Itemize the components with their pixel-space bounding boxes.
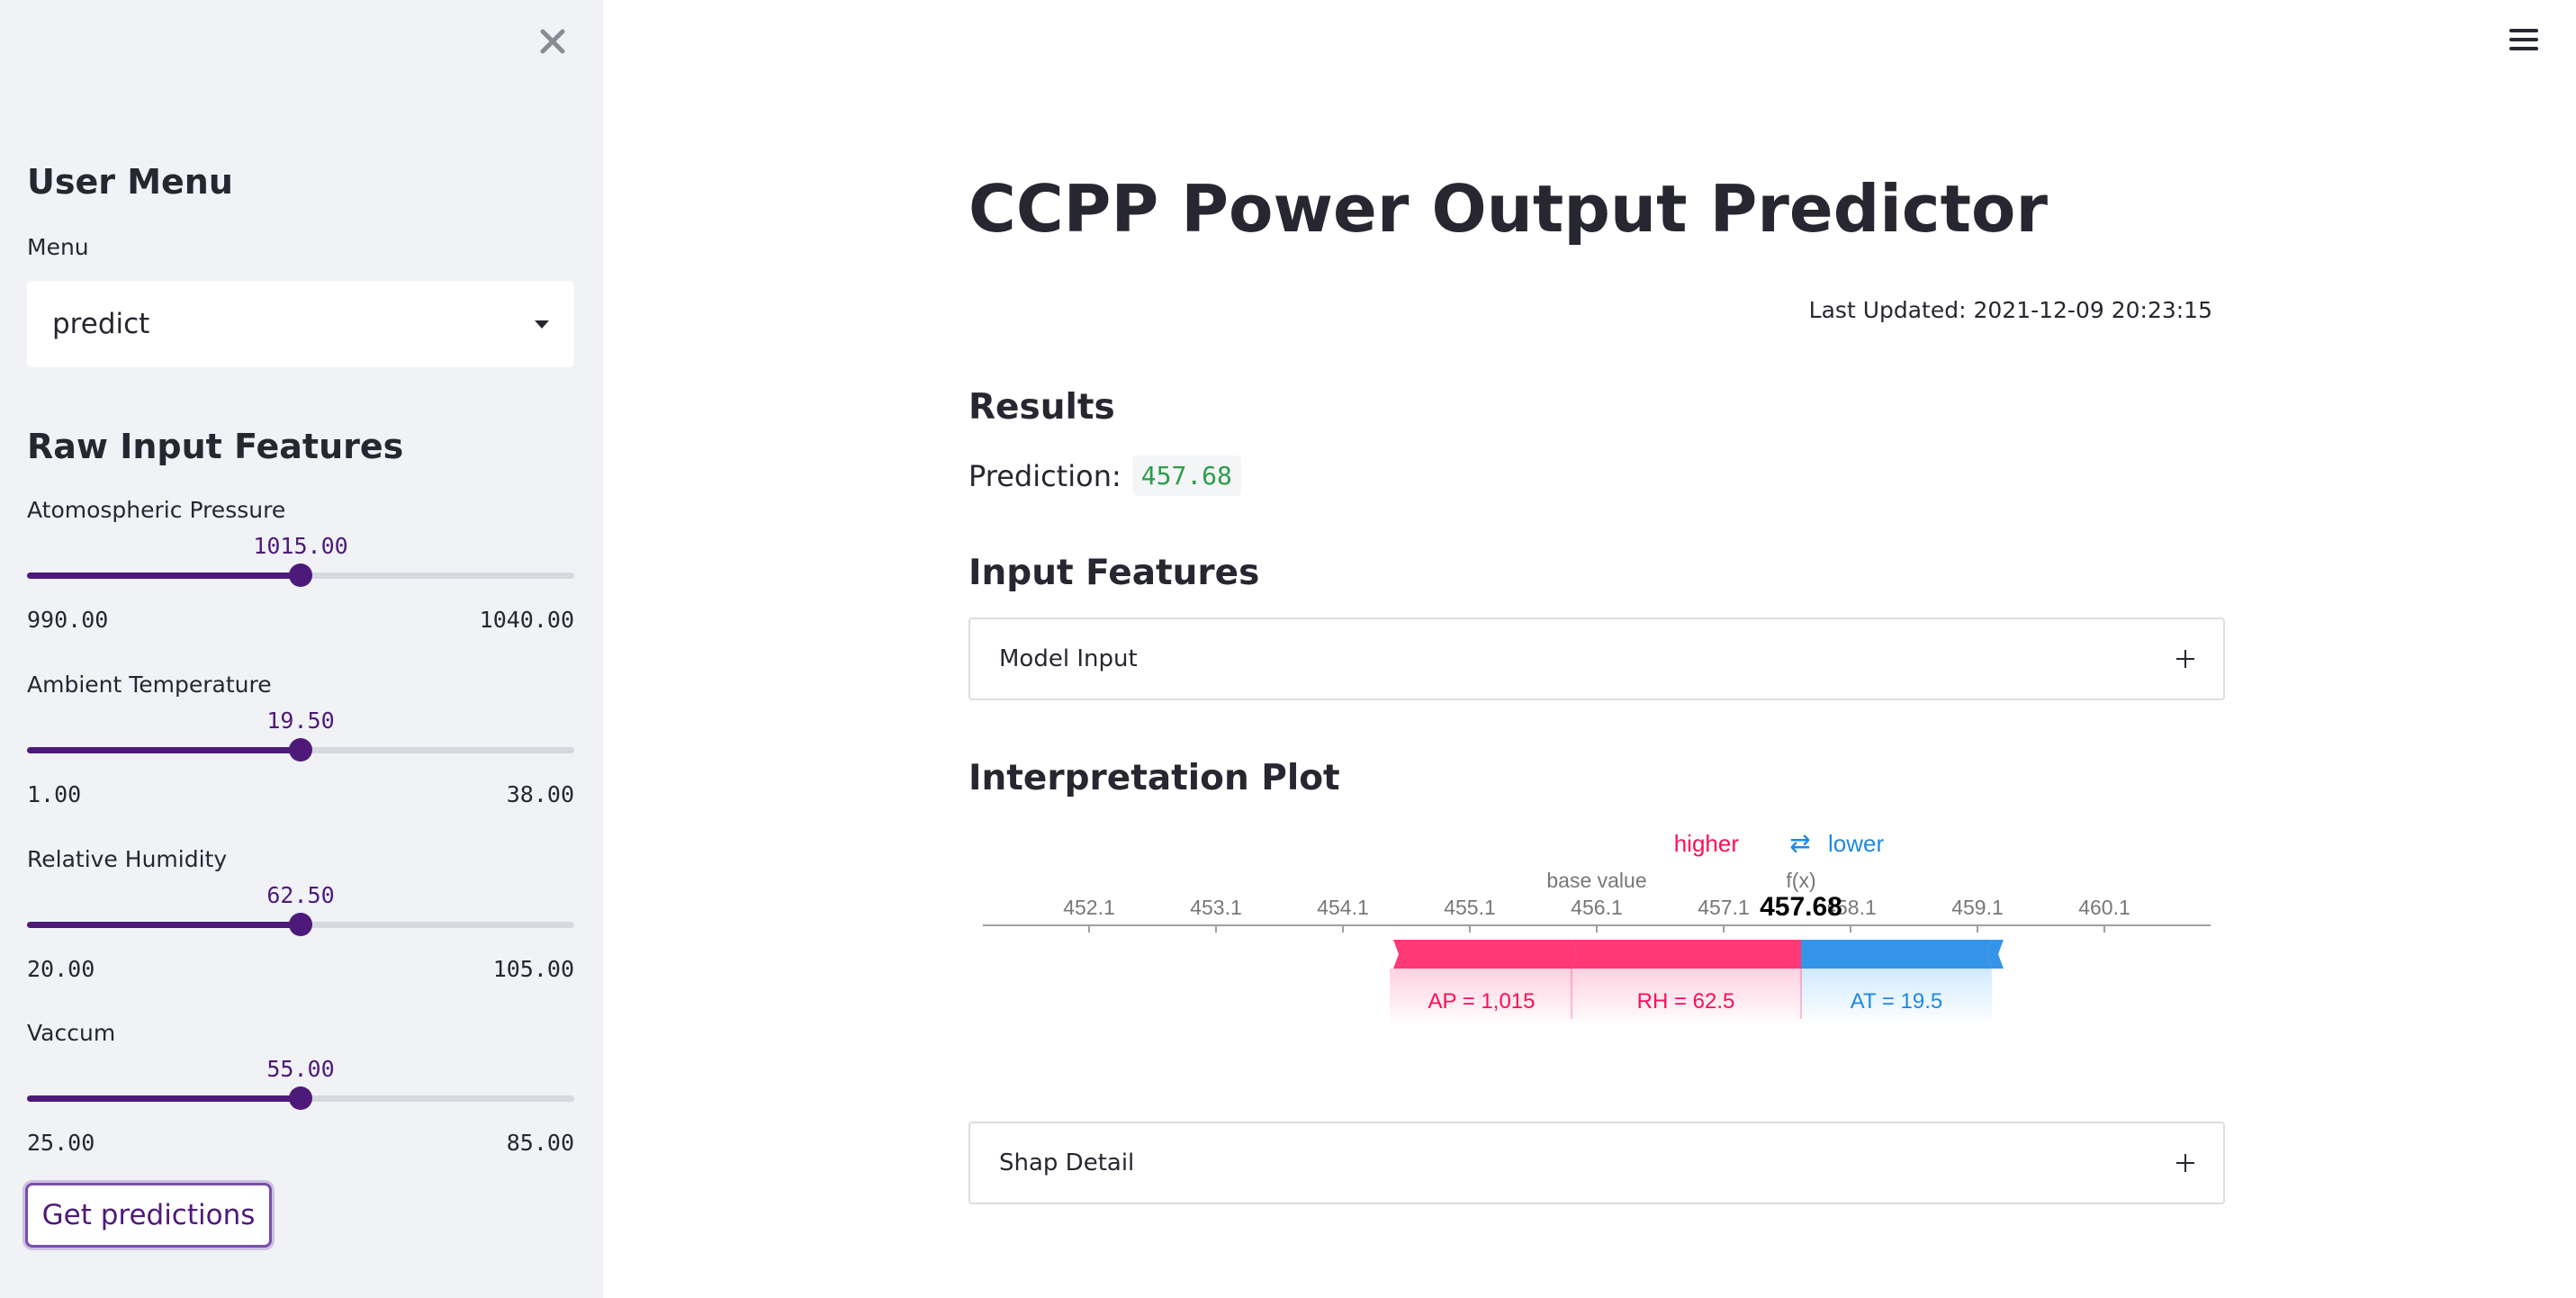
prediction-value: 457.68 (1131, 455, 1241, 496)
slider-value: 1015.00 (253, 533, 348, 559)
tick-label: 452.1 (1063, 896, 1115, 919)
sidebar: User Menu Menu predict Raw Input Feature… (0, 0, 603, 1298)
slider-thumb[interactable] (289, 1086, 312, 1110)
prediction-label: Prediction: (968, 458, 1121, 493)
sidebar-title: User Menu (27, 162, 233, 202)
last-updated: Last Updated: 2021-12-09 20:23:15 (1808, 297, 2212, 323)
slider-label: Vaccum (27, 1020, 116, 1046)
menu-label: Menu (27, 234, 89, 260)
slider-min: 990.00 (27, 607, 109, 633)
shap-bar-at (1801, 940, 1992, 969)
slider-fill (27, 922, 301, 928)
get-predictions-button[interactable]: Get predictions (25, 1183, 272, 1248)
swap-arrows-icon: ⇄ (1789, 829, 1810, 857)
slider-relative-humidity: Relative Humidity 62.50 20.00 105.00 (27, 846, 574, 982)
shap-bar-rh (1572, 940, 1801, 969)
lower-label: lower (1828, 830, 1884, 857)
menu-select-value: predict (52, 308, 150, 340)
model-input-expander[interactable]: Model Input (968, 617, 2225, 700)
higher-label: higher (1674, 830, 1740, 857)
slider-label: Atomospheric Pressure (27, 497, 286, 523)
tick-label: 458.1 (1824, 896, 1877, 919)
interpretation-plot-title: Interpretation Plot (968, 758, 1340, 798)
shap-bar-ap (1393, 940, 1577, 969)
slider-max: 105.00 (492, 956, 574, 982)
shap-force-plot: higher ⇄ lower base value f(x) 452.1 453… (983, 829, 2211, 1026)
slider-thumb[interactable] (289, 913, 312, 936)
tick-label: 455.1 (1444, 896, 1496, 919)
close-icon (540, 29, 565, 54)
slider-label: Relative Humidity (27, 846, 228, 872)
plus-icon (2176, 1154, 2194, 1172)
slider-vaccum: Vaccum 55.00 25.00 85.00 (27, 1020, 574, 1156)
fx-label: f(x) (1786, 869, 1815, 892)
plus-icon (2176, 650, 2194, 668)
tick-label: 454.1 (1317, 896, 1369, 919)
close-sidebar-button[interactable] (529, 18, 576, 65)
lower-shadow (1801, 969, 1992, 1026)
fx-value-bg (1774, 894, 1828, 919)
expander-label: Shap Detail (999, 1149, 1135, 1176)
shap-detail-expander[interactable]: Shap Detail (968, 1122, 2225, 1204)
chevron-down-icon (535, 320, 549, 329)
tick-label: 460.1 (2078, 896, 2130, 919)
slider-max: 85.00 (506, 1130, 574, 1156)
slider-value: 55.00 (266, 1056, 335, 1082)
shap-bar-at-tip (1986, 940, 2004, 969)
menu-select[interactable]: predict (27, 281, 574, 367)
feature-label-rh: RH = 62.5 (1637, 989, 1735, 1014)
slider-atmospheric-pressure: Atomospheric Pressure 1015.00 990.00 104… (27, 497, 574, 633)
expander-label: Model Input (999, 645, 1138, 672)
feature-label-at: AT = 19.5 (1851, 989, 1943, 1014)
slider-thumb[interactable] (289, 738, 312, 762)
slider-thumb[interactable] (289, 563, 312, 587)
fx-value: 457.68 (1760, 892, 1842, 922)
slider-min: 20.00 (27, 956, 95, 982)
base-value-label: base value (1546, 869, 1646, 892)
prediction-row: Prediction: 457.68 (968, 455, 1241, 496)
slider-value: 62.50 (266, 882, 335, 908)
slider-label: Ambient Temperature (27, 672, 272, 698)
input-features-title: Input Features (968, 553, 1260, 593)
feature-label-ap: AP = 1,015 (1428, 989, 1536, 1014)
tick-label: 453.1 (1190, 896, 1242, 919)
tick-label: 457.1 (1698, 896, 1750, 919)
page-title: CCPP Power Output Predictor (968, 171, 2049, 247)
axis-ticks: 452.1 453.1 454.1 455.1 456.1 457.1 458.… (1063, 896, 2130, 933)
slider-track[interactable] (27, 913, 574, 936)
slider-min: 1.00 (27, 781, 82, 807)
slider-track[interactable] (27, 738, 574, 762)
tick-label: 459.1 (1951, 896, 2004, 919)
slider-track[interactable] (27, 563, 574, 587)
slider-ambient-temperature: Ambient Temperature 19.50 1.00 38.00 (27, 672, 574, 807)
slider-fill (27, 747, 301, 753)
tick-label: 456.1 (1571, 896, 1623, 919)
slider-track[interactable] (27, 1086, 574, 1110)
raw-input-features-title: Raw Input Features (27, 427, 404, 466)
slider-max: 1040.00 (479, 607, 574, 633)
hamburger-menu-icon[interactable] (2509, 25, 2538, 58)
slider-fill (27, 572, 301, 579)
slider-value: 19.50 (266, 708, 335, 734)
slider-min: 25.00 (27, 1130, 95, 1156)
results-title: Results (968, 387, 1115, 428)
slider-fill (27, 1095, 301, 1102)
slider-max: 38.00 (506, 781, 574, 807)
higher-shadow (1390, 969, 1801, 1026)
